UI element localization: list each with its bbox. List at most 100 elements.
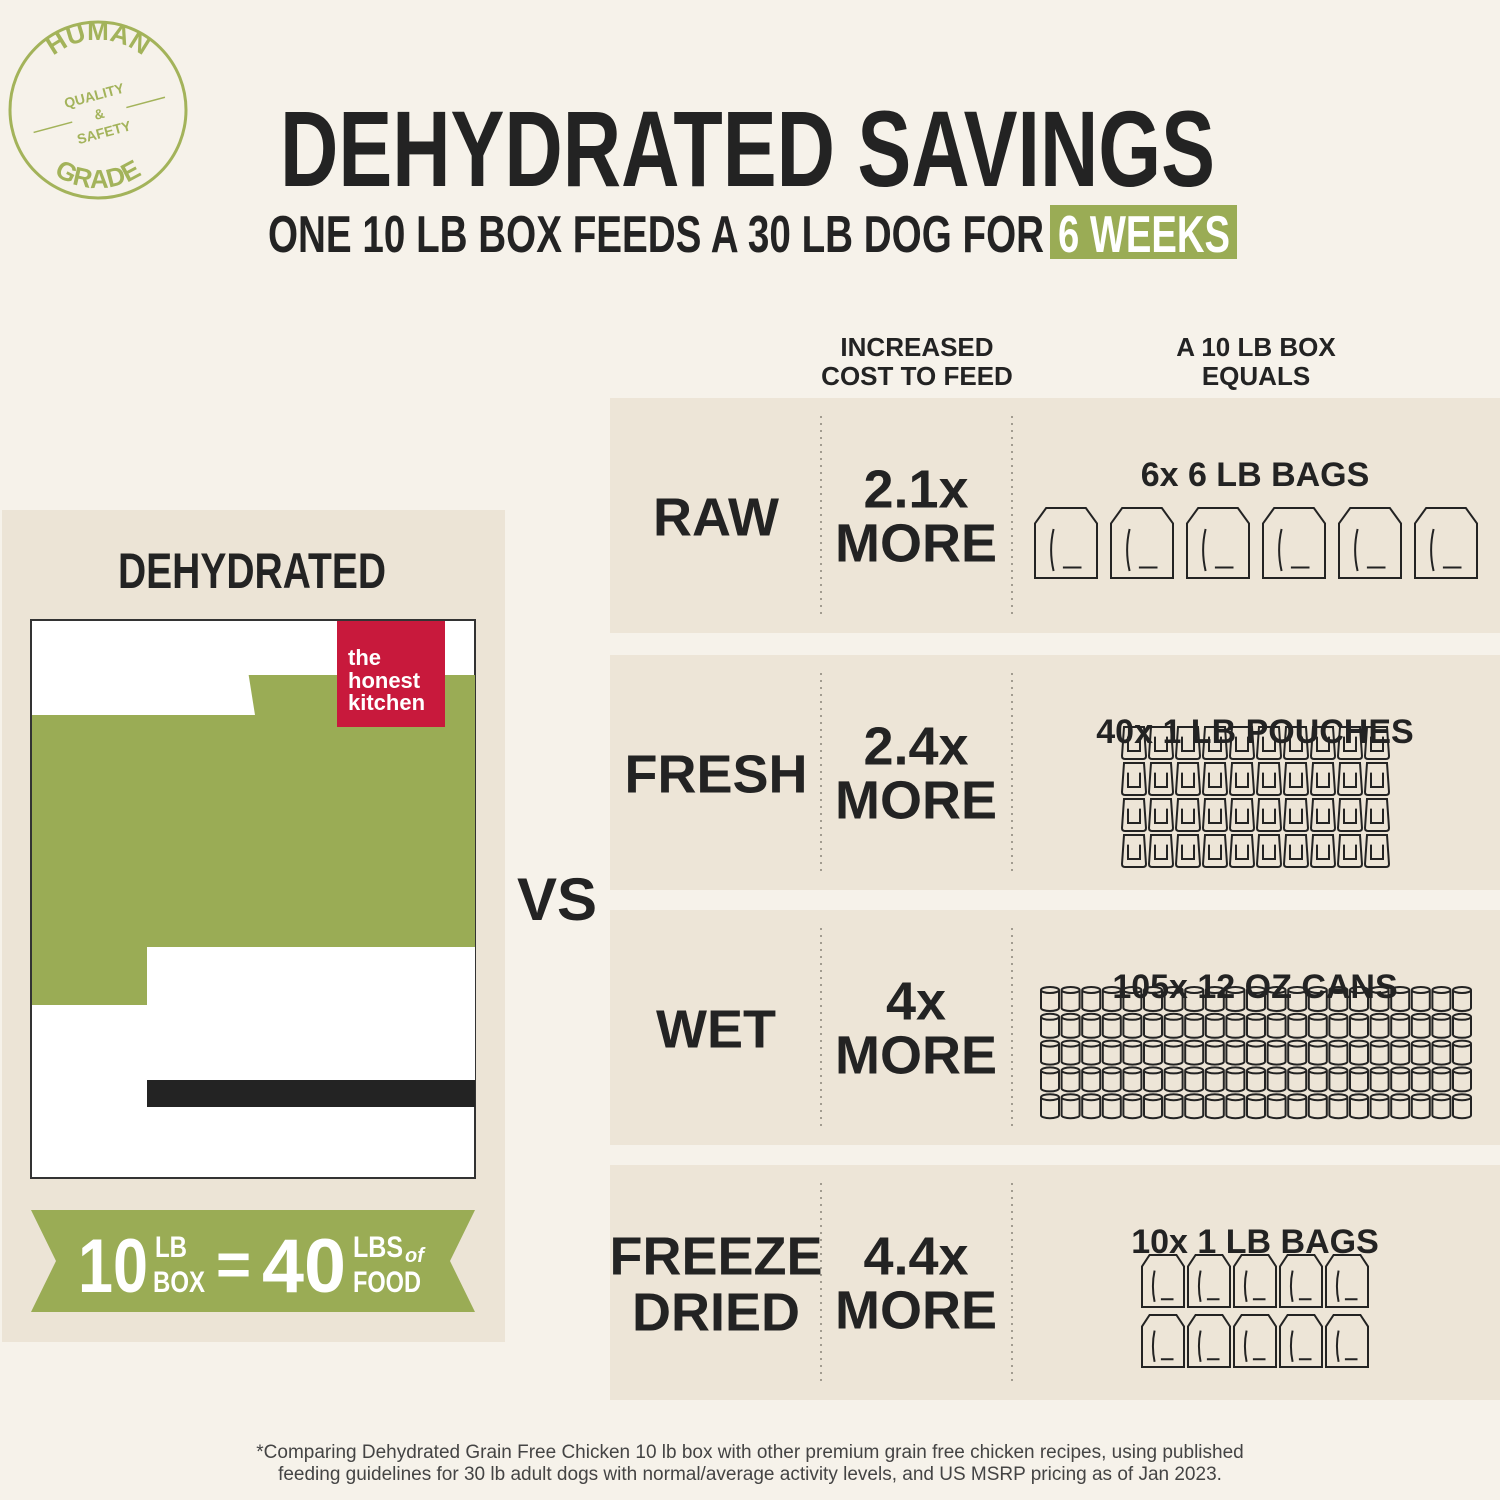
can-icon	[1081, 1039, 1102, 1066]
can-icon	[1328, 1012, 1349, 1039]
pouch-icon	[1147, 762, 1175, 796]
can-icon	[1184, 986, 1205, 1012]
can-icon	[1287, 1012, 1308, 1039]
bag-icon	[1279, 1314, 1323, 1368]
can-icon	[1452, 1012, 1472, 1039]
pouch-icon	[1147, 726, 1175, 760]
pouch-icon	[1336, 798, 1364, 832]
pouch-icon	[1255, 834, 1283, 868]
can-icon	[1143, 1093, 1163, 1120]
can-icon	[1204, 1066, 1225, 1093]
brand-text: honest	[348, 668, 421, 693]
can-icon	[1040, 1039, 1060, 1066]
bag-icon	[1325, 1314, 1369, 1368]
can-icon	[1143, 1039, 1163, 1066]
pouch-icon	[1201, 762, 1229, 796]
pouch-icon	[1363, 798, 1391, 832]
can-icon	[1060, 1012, 1081, 1039]
can-icon	[1060, 1093, 1081, 1120]
can-icon	[1369, 1093, 1390, 1120]
can-icon	[1287, 1093, 1308, 1120]
can-icon	[1410, 1066, 1431, 1093]
footnote: feeding guidelines for 30 lb adult dogs …	[278, 1464, 1222, 1485]
banner-unit: FOOD	[353, 1266, 421, 1299]
pouch-icon	[1174, 798, 1202, 832]
bag-icon	[1110, 507, 1174, 579]
can-icon	[1225, 1093, 1246, 1120]
pouch-icon	[1282, 834, 1310, 868]
banner-unit: LBS	[353, 1231, 403, 1264]
can-icon	[1204, 986, 1225, 1012]
bag-icon	[1186, 507, 1250, 579]
can-icon	[1040, 1012, 1060, 1039]
row-background	[610, 1165, 1500, 1400]
can-icon	[1184, 1012, 1205, 1039]
cost-multiplier: 2.1x	[863, 460, 968, 520]
pouch-icon	[1120, 834, 1148, 868]
can-icon	[1390, 1039, 1411, 1066]
bag-icon	[1262, 507, 1326, 579]
can-icon	[1246, 986, 1266, 1012]
box-stripe	[147, 1080, 475, 1107]
banner-equals: =	[216, 1231, 251, 1298]
pouch-icon	[1309, 834, 1337, 868]
can-icon	[1328, 1093, 1349, 1120]
food-type: FREEZE	[609, 1227, 822, 1287]
bag-icon	[1187, 1254, 1231, 1308]
can-icon	[1101, 986, 1122, 1012]
pouch-icon	[1120, 798, 1148, 832]
banner-unit: LB	[155, 1231, 187, 1264]
banner-unit: BOX	[153, 1266, 205, 1299]
can-icon	[1101, 1093, 1122, 1120]
pouch-icon	[1228, 726, 1256, 760]
bag-icon	[1141, 1314, 1185, 1368]
can-icon	[1452, 986, 1472, 1012]
can-icon	[1307, 1012, 1328, 1039]
can-icon	[1452, 1066, 1472, 1093]
can-icon	[1246, 1093, 1266, 1120]
box-tab	[32, 652, 255, 715]
pouch-icon	[1309, 762, 1337, 796]
brand-text: the	[348, 645, 381, 670]
banner: 10 LB BOX = 40 LBS of FOOD	[31, 1210, 475, 1312]
can-icon	[1431, 1039, 1452, 1066]
can-icon	[1452, 1039, 1472, 1066]
box-label	[147, 947, 475, 1080]
product-box: the honest kitchen	[30, 619, 476, 1179]
can-icon	[1349, 1039, 1369, 1066]
can-icon	[1246, 1012, 1266, 1039]
can-icon	[1246, 1039, 1266, 1066]
banner-ribbon	[31, 1210, 475, 1312]
pouch-icon	[1336, 762, 1364, 796]
brand-text: kitchen	[348, 690, 425, 715]
banner-amount: 10	[78, 1224, 148, 1309]
pouch-icon	[1120, 762, 1148, 796]
column-header: COST TO FEED	[821, 361, 1013, 391]
cost-multiplier: 2.4x	[863, 717, 968, 777]
can-icon	[1369, 1066, 1390, 1093]
food-type: RAW	[653, 488, 779, 548]
can-icon	[1143, 1012, 1163, 1039]
brand-logo	[337, 621, 445, 727]
pouch-icon	[1363, 762, 1391, 796]
cost-more: MORE	[835, 1281, 997, 1341]
cost-multiplier: 4x	[886, 972, 946, 1032]
pouch-icon	[1255, 726, 1283, 760]
can-icon	[1081, 1093, 1102, 1120]
bag-icon	[1034, 507, 1098, 579]
can-icon	[1369, 1012, 1390, 1039]
can-icon	[1184, 1039, 1205, 1066]
bag-icon	[1233, 1314, 1277, 1368]
can-icon	[1266, 986, 1287, 1012]
banner-of: of	[405, 1245, 426, 1267]
badge-line: &	[92, 105, 106, 123]
can-icon	[1184, 1066, 1205, 1093]
pouch-icon	[1228, 762, 1256, 796]
can-icon	[1349, 986, 1369, 1012]
can-icon	[1410, 1093, 1431, 1120]
can-icon	[1369, 1039, 1390, 1066]
equivalent: 6x 6 LB BAGS	[1141, 456, 1370, 494]
can-icon	[1060, 1039, 1081, 1066]
